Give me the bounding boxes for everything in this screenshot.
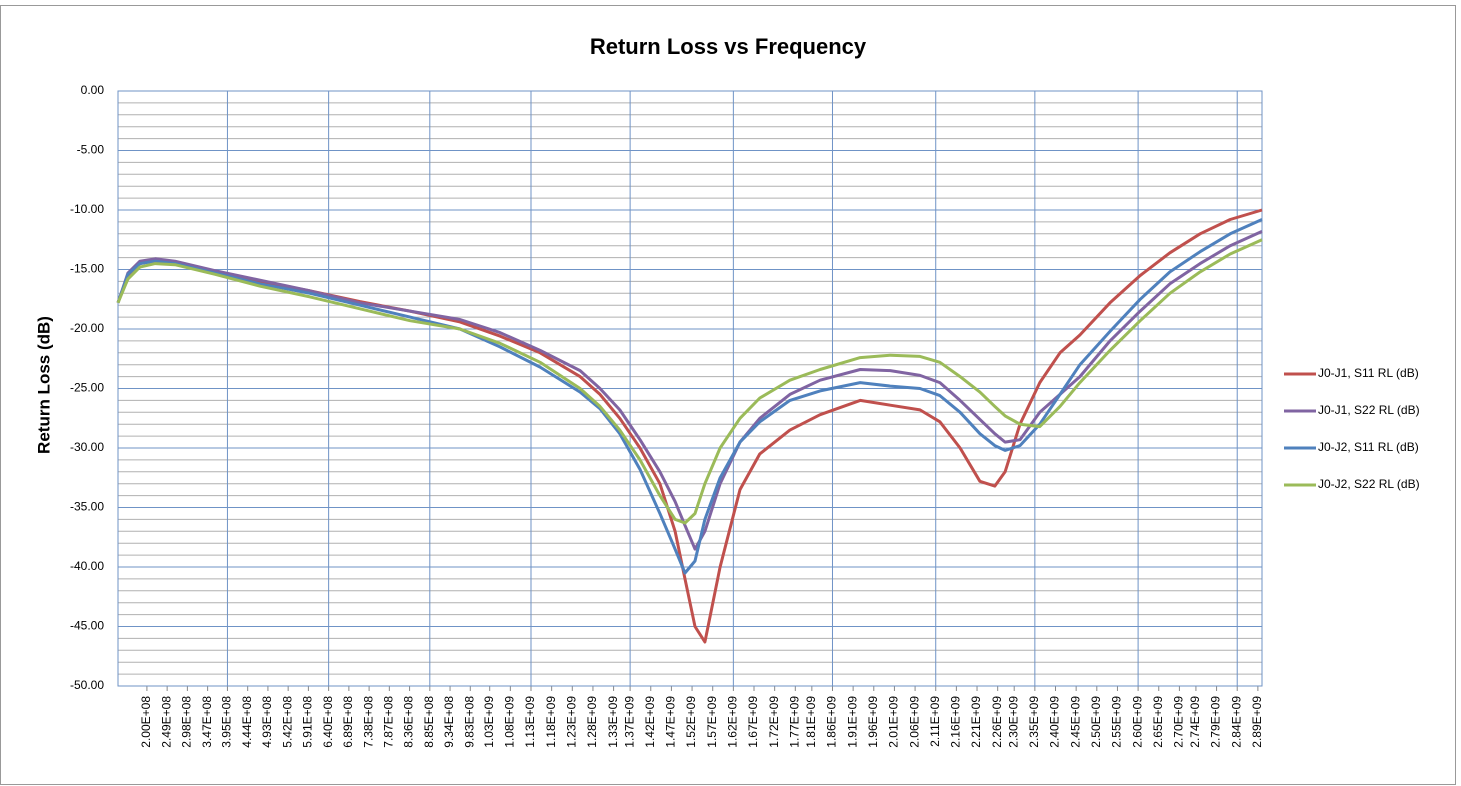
y-tick-label: -10.00	[70, 202, 104, 216]
x-tick-label: 1.77E+09	[787, 696, 801, 748]
series-line	[116, 238, 1263, 525]
x-tick-label: 3.47E+08	[200, 696, 214, 748]
x-tick-label: 1.81E+09	[804, 696, 818, 748]
x-tick-label: 2.40E+09	[1048, 696, 1062, 748]
x-tick-label: 1.03E+09	[482, 696, 496, 748]
lines	[116, 208, 1263, 644]
x-tick-label: 1.33E+09	[606, 696, 620, 748]
legend-label: J0-J1, S22 RL (dB)	[1318, 403, 1420, 417]
x-tick-label: 2.01E+09	[887, 696, 901, 748]
x-tick-label: 2.26E+09	[990, 696, 1004, 748]
chart-frame	[0, 5, 1456, 785]
x-tick-label: 2.35E+09	[1027, 696, 1041, 748]
x-tick-label: 4.93E+08	[260, 696, 274, 748]
x-tick-label: 1.96E+09	[866, 696, 880, 748]
x-tick-label: 1.37E+09	[622, 696, 636, 748]
x-tick-label: 1.86E+09	[825, 696, 839, 748]
y-axis-label: Return Loss (dB)	[34, 316, 53, 454]
x-tick-label: 1.72E+09	[767, 696, 781, 748]
x-tick-label: 1.52E+09	[684, 696, 698, 748]
x-tick-label: 2.21E+09	[969, 696, 983, 748]
x-tick-label: 2.55E+09	[1110, 696, 1124, 748]
x-tick-label: 2.45E+09	[1068, 696, 1082, 748]
y-tick-label: -25.00	[70, 381, 104, 395]
x-tick-label: 2.30E+09	[1006, 696, 1020, 748]
x-tick-label: 2.74E+09	[1188, 696, 1202, 748]
x-tick-label: 2.49E+08	[159, 696, 173, 748]
x-tick-label: 2.06E+09	[907, 696, 921, 748]
x-tick-label: 1.42E+09	[643, 696, 657, 748]
x-tick-label: 2.16E+09	[949, 696, 963, 748]
x-tick-label: 1.28E+09	[585, 696, 599, 748]
x-tick-label: 2.65E+09	[1151, 696, 1165, 748]
legend-label: J0-J1, S11 RL (dB)	[1318, 366, 1419, 380]
x-tick-label: 6.40E+08	[321, 696, 335, 748]
y-tick-label: -40.00	[70, 559, 104, 573]
x-tick-label: 9.83E+08	[462, 696, 476, 748]
series-line	[116, 230, 1263, 551]
legend-label: J0-J2, S22 RL (dB)	[1318, 477, 1420, 491]
x-tick-label: 2.11E+09	[928, 696, 942, 747]
x-tick-label: 7.87E+08	[382, 696, 396, 748]
y-tick-label: -20.00	[70, 321, 104, 335]
x-tick-label: 1.08E+09	[503, 696, 517, 748]
x-tick-label: 2.60E+09	[1130, 696, 1144, 748]
x-tick-label: 2.70E+09	[1172, 696, 1186, 748]
x-tick-label: 2.00E+08	[139, 696, 153, 748]
y-tick-label: -45.00	[70, 619, 104, 633]
x-tick-label: 5.42E+08	[280, 696, 294, 748]
x-tick-label: 1.18E+09	[544, 696, 558, 748]
x-tick-label: 1.57E+09	[705, 696, 719, 748]
x-tick-label: 2.89E+09	[1250, 696, 1264, 748]
x-tick-label: 2.50E+09	[1089, 696, 1103, 748]
x-tick-label: 9.34E+08	[442, 696, 456, 748]
y-tick-label: -50.00	[70, 678, 104, 692]
x-tick-label: 4.44E+08	[240, 696, 254, 748]
y-tick-label: -30.00	[70, 440, 104, 454]
x-tick-label: 6.89E+08	[341, 696, 355, 748]
x-tick-label: 3.95E+08	[220, 696, 234, 748]
x-tick-label: 7.38E+08	[361, 696, 375, 748]
x-tick-label: 8.85E+08	[422, 696, 436, 748]
x-tick-label: 5.91E+08	[301, 696, 315, 748]
y-tick-label: -35.00	[70, 500, 104, 514]
x-tick-label: 1.62E+09	[726, 696, 740, 748]
x-tick-label: 1.67E+09	[746, 696, 760, 748]
y-tick-label: 0.00	[81, 83, 105, 97]
y-tick-label: -5.00	[77, 143, 105, 157]
x-tick-label: 1.91E+09	[845, 696, 859, 748]
series-line	[116, 218, 1263, 575]
x-tick-label: 2.84E+09	[1229, 696, 1243, 748]
y-tick-label: -15.00	[70, 262, 104, 276]
x-tick-label: 8.36E+08	[402, 696, 416, 748]
chart-title: Return Loss vs Frequency	[590, 34, 867, 59]
x-tick-label: 1.47E+09	[664, 696, 678, 748]
legend-label: J0-J2, S11 RL (dB)	[1318, 440, 1419, 454]
x-tick-label: 1.13E+09	[523, 696, 537, 748]
x-tick-label: 2.98E+08	[180, 696, 194, 748]
x-tick-label: 2.79E+09	[1209, 696, 1223, 748]
plot-area	[117, 90, 1263, 687]
x-tick-label: 1.23E+09	[564, 696, 578, 748]
